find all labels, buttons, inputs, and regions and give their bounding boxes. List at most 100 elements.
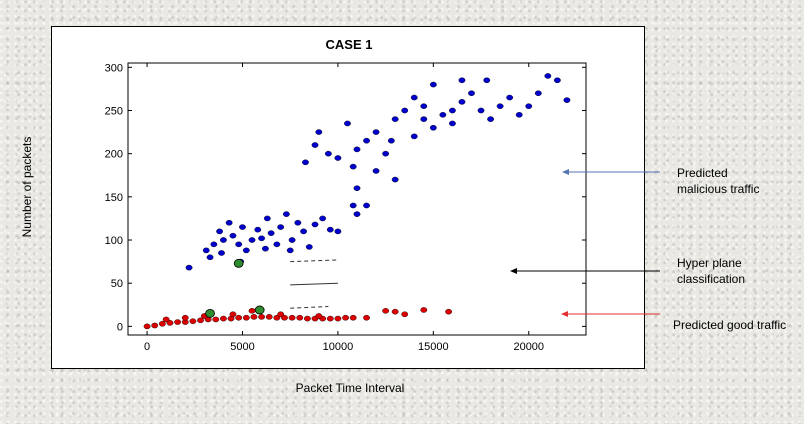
malicious-cluster-low-point	[300, 228, 307, 235]
scatter-chart: CASE 1 0 5000 10000 15000 20000 0 50 100 150 200 2…	[105, 37, 587, 353]
malicious-cluster-high-point	[349, 163, 357, 170]
decision-boundary-line	[290, 282, 338, 286]
support-vectors-point	[233, 258, 244, 268]
malicious-cluster-high-point	[506, 94, 514, 101]
malicious-cluster-low-point	[277, 224, 285, 230]
malicious-cluster-low-point	[273, 241, 281, 248]
malicious-cluster-high-point	[387, 137, 395, 144]
good-traffic-label: Predicted good traffic	[673, 318, 787, 332]
good-traffic-point	[162, 316, 170, 323]
malicious-cluster-low-point	[225, 219, 233, 226]
malicious-cluster-high-point	[302, 159, 309, 166]
malicious-cluster-high-point	[449, 107, 456, 114]
malicious-cluster-high-point	[372, 129, 380, 135]
malicious-cluster-low-point	[202, 247, 210, 254]
good-traffic-point	[382, 308, 390, 314]
malicious-cluster-high-point	[420, 116, 428, 122]
good-traffic-point	[235, 314, 243, 321]
good-traffic-point	[445, 308, 452, 315]
malicious-cluster-low-point	[353, 211, 361, 217]
malicious-cluster-high-point	[401, 107, 409, 114]
malicious-cluster-high-point	[391, 116, 399, 122]
x-tick-label: 15000	[418, 341, 449, 353]
malicious-cluster-high-point	[468, 90, 475, 97]
y-tick-label: 150	[105, 192, 123, 204]
malicious-cluster-low-point	[218, 250, 225, 256]
good-traffic-point	[189, 318, 197, 324]
malicious-cluster-high-point	[382, 150, 390, 157]
x-tick-label: 20000	[513, 341, 544, 353]
axis-ticks: 0 5000 10000 15000 20000 0 50 100 150 200 250 300	[105, 62, 586, 353]
good-traffic-point	[197, 317, 204, 324]
good-traffic-point	[248, 308, 256, 314]
malicious-cluster-high-point	[458, 77, 466, 84]
malicious-cluster-low-point	[349, 202, 357, 209]
malicious-cluster-high-point	[324, 150, 332, 157]
good-traffic-point	[277, 311, 285, 318]
x-tick-label: 0	[144, 341, 150, 353]
good-traffic-point	[250, 314, 258, 320]
good-traffic-point	[326, 315, 334, 322]
good-traffic-point	[151, 322, 159, 329]
malicious-cluster-high-point	[391, 176, 399, 183]
malicious-cluster-low-point	[288, 237, 296, 243]
chart-title: CASE 1	[326, 37, 373, 52]
support-vectors-point	[254, 305, 265, 315]
good-traffic-point	[258, 314, 265, 320]
plot-area	[127, 62, 587, 336]
malicious-cluster-high-point	[439, 112, 447, 118]
malicious-cluster-high-point	[429, 124, 437, 131]
malicious-cluster-high-point	[372, 168, 380, 174]
good-traffic-point	[265, 314, 273, 320]
good-traffic-point	[303, 315, 311, 322]
y-tick-label: 250	[105, 105, 123, 117]
malicious-cluster-high-point	[344, 120, 351, 127]
good-traffic-point	[288, 314, 296, 321]
malicious-cluster-high-point	[353, 185, 361, 192]
margin-upper-line	[290, 259, 338, 263]
hyperplane-label: Hyper plane classification	[677, 256, 746, 286]
margin-lower-line	[290, 306, 329, 309]
y-tick-label: 200	[105, 149, 123, 161]
data-points	[143, 73, 571, 330]
malicious-cluster-low-point	[248, 237, 256, 243]
good-traffic-point	[229, 311, 237, 318]
malicious-cluster-low-point	[185, 264, 193, 271]
malicious-cluster-low-point	[239, 224, 246, 230]
good-traffic-point	[315, 313, 323, 319]
x-tick-label: 10000	[323, 341, 354, 353]
malicious-cluster-low-point	[305, 244, 313, 250]
good-traffic-point	[349, 314, 357, 321]
good-traffic-point	[143, 323, 151, 330]
malicious-cluster-low-point	[206, 254, 214, 261]
malicious-cluster-high-point	[315, 129, 323, 135]
good-traffic-point	[391, 308, 399, 315]
malicious-cluster-high-point	[477, 107, 485, 114]
malicious-cluster-high-point	[525, 103, 533, 109]
malicious-cluster-high-point	[429, 81, 437, 88]
malicious-cluster-low-point	[363, 202, 370, 209]
malicious-cluster-high-point	[449, 120, 456, 127]
y-tick-label: 50	[111, 278, 123, 290]
support-vectors-point	[205, 309, 215, 318]
chart-panel: CASE 1 0 5000 10000 15000 20000 0 50 100 150 200 2…	[51, 26, 645, 369]
good-traffic-point	[342, 314, 349, 321]
good-traffic-point	[220, 315, 227, 322]
malicious-cluster-low-point	[282, 211, 290, 217]
malicious-cluster-high-point	[534, 90, 542, 97]
malicious-cluster-high-point	[487, 116, 494, 122]
malicious-cluster-low-point	[319, 215, 327, 222]
malicious-cluster-low-point	[261, 245, 269, 252]
good-traffic-point	[181, 314, 189, 321]
malicious-cluster-high-point	[363, 137, 370, 144]
malicious-cluster-low-point	[235, 241, 243, 248]
good-traffic-point	[334, 315, 342, 322]
x-axis-label: Packet Time Interval	[295, 381, 405, 395]
good-traffic-point	[363, 314, 370, 321]
malicious-cluster-high-point	[553, 77, 561, 84]
good-traffic-point	[296, 314, 304, 321]
good-traffic-point	[174, 319, 182, 325]
malicious-cluster-high-point	[515, 112, 523, 118]
malicious-cluster-high-point	[410, 133, 418, 140]
malicious-cluster-high-point	[483, 77, 491, 84]
